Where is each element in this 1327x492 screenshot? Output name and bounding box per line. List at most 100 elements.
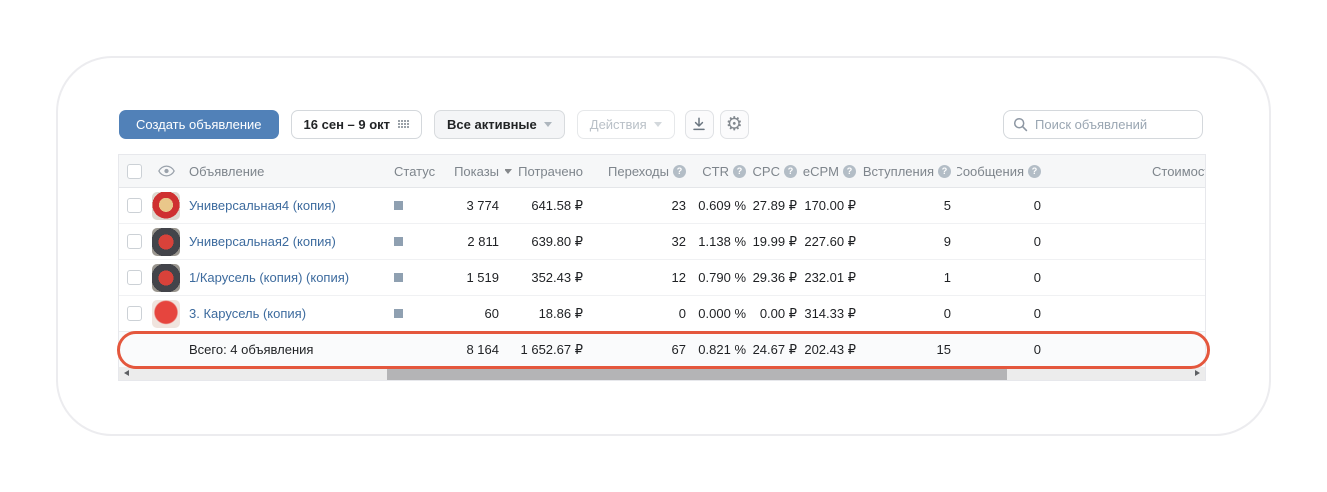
help-icon[interactable] — [733, 164, 746, 178]
messages-value: 0 — [1033, 198, 1041, 213]
ad-thumbnail[interactable] — [152, 191, 180, 220]
row-checkbox[interactable] — [126, 234, 142, 249]
column-header-ecpm-label: eCPM — [803, 163, 839, 179]
date-range-button[interactable]: 16 сен – 9 окт — [290, 109, 423, 139]
total-joins: 15 — [936, 342, 951, 357]
row-checkbox[interactable] — [126, 270, 142, 285]
create-ad-button[interactable]: Создать объявление — [119, 109, 279, 139]
date-range-label: 16 сен – 9 окт — [303, 116, 391, 132]
help-icon[interactable] — [843, 164, 856, 178]
scroll-left-arrow-icon[interactable] — [124, 370, 129, 376]
table-row[interactable]: 1/Карусель (копия) (копия) 1 519 352.43 … — [119, 260, 1205, 296]
total-spent: 1 652.67 ₽ — [520, 341, 584, 357]
ad-name-link[interactable]: 3. Карусель (копия) — [189, 306, 307, 321]
totals-label: Всего: 4 объявления — [189, 342, 314, 357]
status-indicator — [394, 309, 403, 318]
settings-button[interactable]: ⚙ — [719, 109, 749, 139]
cost-value — [1047, 260, 1205, 295]
ad-thumbnail[interactable] — [152, 227, 180, 256]
ads-panel-card: Создать объявление 16 сен – 9 окт Все ак… — [56, 56, 1271, 436]
toolbar: Создать объявление 16 сен – 9 окт Все ак… — [119, 109, 1203, 139]
joins-value: 1 — [943, 270, 951, 285]
ecpm-value: 314.33 ₽ — [804, 305, 856, 321]
total-ecpm: 202.43 ₽ — [804, 341, 856, 357]
ecpm-value: 227.60 ₽ — [804, 233, 856, 249]
messages-value: 0 — [1033, 306, 1041, 321]
status-filter-dropdown[interactable]: Все активные — [434, 109, 565, 139]
spent-value: 18.86 ₽ — [538, 305, 583, 321]
table-row[interactable]: Универсальная4 (копия) 3 774 641.58 ₽ 23… — [119, 188, 1205, 224]
ctr-value: 0.000 % — [698, 306, 746, 321]
status-indicator — [394, 273, 403, 282]
gear-icon: ⚙ — [725, 113, 743, 135]
download-icon — [693, 117, 705, 131]
ctr-value: 1.138 % — [698, 234, 746, 249]
ad-name-link[interactable]: Универсальная4 (копия) — [189, 198, 336, 213]
column-header-ecpm[interactable]: eCPM — [803, 155, 862, 187]
ad-thumbnail[interactable] — [152, 299, 180, 328]
table-row[interactable]: 3. Карусель (копия) 60 18.86 ₽ 0 0.000 %… — [119, 296, 1205, 332]
cost-value — [1047, 188, 1205, 223]
row-checkbox[interactable] — [126, 198, 142, 213]
search-input[interactable] — [1035, 116, 1193, 132]
column-header-clicks[interactable]: Переходы — [589, 155, 692, 187]
row-checkbox[interactable] — [126, 306, 142, 321]
clicks-value: 0 — [678, 306, 686, 321]
column-header-status[interactable]: Статус — [394, 163, 436, 179]
total-cost — [1047, 332, 1205, 367]
column-header-spent[interactable]: Потрачено — [505, 155, 589, 187]
table-header-row: Объявление Статус Показы Потрачено Перех… — [119, 155, 1205, 188]
table-row[interactable]: Универсальная2 (копия) 2 811 639.80 ₽ 32… — [119, 224, 1205, 260]
column-header-ctr[interactable]: CTR — [692, 155, 752, 187]
scrollbar-thumb[interactable] — [387, 367, 1007, 380]
column-header-joins[interactable]: Вступления — [862, 155, 957, 187]
spent-value: 352.43 ₽ — [531, 269, 583, 285]
ad-name-link[interactable]: 1/Карусель (копия) (копия) — [189, 270, 350, 285]
totals-row: Всего: 4 объявления 8 164 1 652.67 ₽ 67 … — [119, 331, 1205, 367]
status-filter-label: Все активные — [447, 116, 537, 132]
ad-name-link[interactable]: Универсальная2 (копия) — [189, 234, 336, 249]
total-clicks: 67 — [671, 342, 686, 357]
messages-value: 0 — [1033, 270, 1041, 285]
ecpc-value: 0.00 ₽ — [759, 305, 797, 321]
messages-value: 0 — [1033, 234, 1041, 249]
search-icon — [1013, 117, 1028, 131]
total-ecpc: 24.67 ₽ — [752, 341, 797, 357]
joins-value: 9 — [943, 234, 951, 249]
select-all-checkbox[interactable] — [126, 163, 142, 179]
ecpc-value: 19.99 ₽ — [752, 233, 797, 249]
status-indicator — [394, 201, 403, 210]
total-shows: 8 164 — [466, 342, 499, 357]
column-header-messages-label: Сообщения — [957, 163, 1024, 179]
actions-dropdown[interactable]: Действия — [576, 109, 675, 139]
help-icon[interactable] — [784, 164, 797, 178]
total-messages: 0 — [1033, 342, 1041, 357]
export-button[interactable] — [684, 109, 714, 139]
help-icon[interactable] — [938, 164, 951, 178]
column-header-spent-label: Потрачено — [518, 163, 583, 179]
help-icon[interactable] — [673, 164, 686, 178]
ad-thumbnail[interactable] — [152, 263, 180, 292]
column-header-shows[interactable]: Показы — [454, 163, 499, 179]
cost-value — [1047, 296, 1205, 331]
column-header-cost[interactable]: Стоимость — [1152, 163, 1205, 179]
column-header-ecpc-label: eCPC — [752, 163, 780, 179]
actions-label: Действия — [589, 116, 647, 132]
clicks-value: 32 — [671, 234, 686, 249]
shows-value: 1 519 — [466, 270, 499, 285]
help-icon[interactable] — [1028, 164, 1041, 178]
column-header-ad[interactable]: Объявление — [189, 163, 265, 179]
clicks-value: 23 — [671, 198, 686, 213]
status-indicator — [394, 237, 403, 246]
horizontal-scrollbar[interactable] — [119, 367, 1205, 380]
eye-icon — [157, 165, 175, 177]
chevron-down-icon — [543, 121, 552, 127]
clicks-value: 12 — [671, 270, 686, 285]
sort-desc-icon — [505, 168, 513, 174]
scroll-right-arrow-icon[interactable] — [1195, 370, 1200, 376]
shows-value: 2 811 — [467, 234, 499, 249]
calendar-dots-icon — [398, 120, 409, 128]
column-header-ecpc[interactable]: eCPC — [752, 155, 803, 187]
column-header-messages[interactable]: Сообщения — [957, 155, 1047, 187]
